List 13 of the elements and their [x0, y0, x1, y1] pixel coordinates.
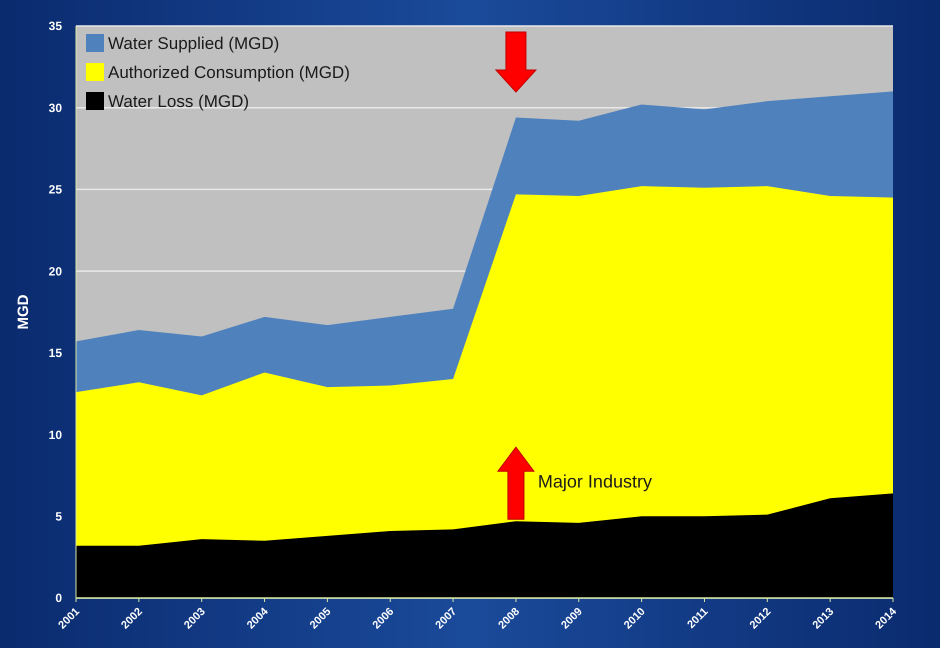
- y-tick-label: 30: [48, 100, 62, 115]
- y-tick-label: 15: [48, 346, 62, 360]
- y-tick-label: 25: [48, 182, 62, 197]
- y-tick-label: 20: [48, 264, 62, 278]
- y-tick-label: 5: [55, 509, 62, 524]
- legend-label: Water Loss (MGD): [108, 92, 250, 111]
- y-tick-label: 35: [48, 19, 62, 34]
- y-tick-label: 0: [55, 591, 62, 606]
- y-axis-title: MGD: [15, 294, 32, 330]
- legend-label: Water Supplied (MGD): [108, 34, 280, 53]
- y-tick-label: 10: [48, 428, 62, 442]
- legend-label: Authorized Consumption (MGD): [108, 62, 350, 82]
- annotation: Major Industry: [538, 471, 652, 492]
